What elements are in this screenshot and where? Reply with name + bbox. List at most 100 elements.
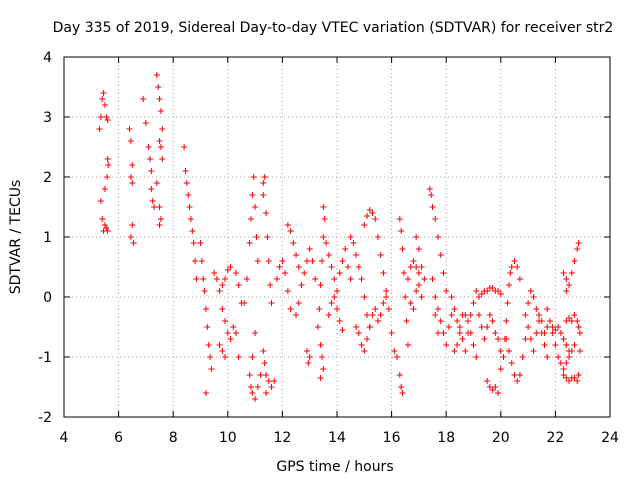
data-point — [418, 294, 425, 300]
data-point — [568, 270, 575, 276]
plot-frame — [63, 56, 611, 418]
data-point — [328, 264, 335, 270]
data-point — [222, 318, 229, 324]
data-point — [372, 216, 379, 222]
data-point — [153, 72, 160, 78]
data-point — [334, 306, 340, 312]
y-tick-label: 2 — [43, 170, 52, 186]
data-point — [566, 315, 573, 321]
data-point — [574, 378, 581, 384]
data-point — [205, 342, 212, 348]
data-point — [252, 330, 259, 336]
x-tick-label: 4 — [60, 430, 69, 446]
data-point — [96, 126, 103, 132]
x-tick-label: 12 — [273, 430, 291, 446]
data-point — [495, 288, 502, 294]
data-point — [321, 216, 328, 222]
data-point — [305, 360, 312, 366]
chart-title: Day 335 of 2019, Sidereal Day-to-day VTE… — [53, 20, 614, 36]
data-point — [216, 288, 223, 294]
data-point — [415, 270, 422, 276]
y-tick-label: 4 — [43, 50, 52, 66]
data-point — [126, 126, 133, 132]
data-point — [183, 180, 190, 186]
data-point — [402, 294, 409, 300]
data-point — [197, 240, 204, 246]
data-point — [261, 360, 268, 366]
data-point — [336, 270, 343, 276]
data-point — [219, 282, 226, 288]
data-point — [295, 264, 302, 270]
data-point — [202, 390, 209, 396]
data-point — [156, 96, 163, 102]
data-point — [353, 252, 360, 258]
data-point — [241, 300, 248, 306]
data-point — [208, 366, 215, 372]
data-point — [484, 324, 491, 330]
data-point — [377, 252, 384, 258]
data-point — [320, 366, 327, 372]
data-point — [380, 300, 387, 306]
data-point — [293, 312, 300, 318]
data-point — [448, 294, 455, 300]
data-point — [508, 264, 515, 270]
data-point — [276, 264, 283, 270]
data-point — [475, 294, 482, 300]
data-point — [104, 228, 111, 234]
data-point — [235, 282, 242, 288]
data-point — [248, 384, 255, 390]
data-point — [219, 348, 226, 354]
data-point — [101, 186, 108, 192]
data-point — [372, 306, 379, 312]
data-point — [503, 336, 510, 342]
data-point — [514, 378, 521, 384]
data-point — [388, 330, 395, 336]
data-point — [101, 102, 108, 108]
data-point — [306, 246, 313, 252]
data-point — [421, 276, 428, 282]
data-point — [130, 240, 137, 246]
data-point — [323, 240, 330, 246]
data-point — [400, 270, 407, 276]
data-point — [103, 114, 110, 120]
data-point — [353, 324, 360, 330]
data-point — [575, 372, 582, 378]
data-point — [264, 234, 271, 240]
data-point — [157, 144, 164, 150]
data-point — [157, 216, 164, 222]
data-point — [374, 234, 381, 240]
data-point — [492, 330, 499, 336]
data-point — [103, 225, 110, 231]
data-point — [318, 258, 325, 264]
data-point — [339, 327, 346, 333]
data-point — [576, 348, 583, 354]
data-point — [522, 312, 529, 318]
data-point — [355, 330, 362, 336]
data-point — [249, 390, 256, 396]
data-point — [574, 318, 581, 324]
data-point — [287, 306, 294, 312]
data-point — [525, 300, 532, 306]
data-point — [317, 282, 324, 288]
data-point — [557, 360, 564, 366]
x-tick-label: 10 — [219, 430, 237, 446]
data-point — [295, 300, 302, 306]
data-point — [563, 288, 570, 294]
data-point — [355, 264, 362, 270]
data-point — [156, 138, 163, 144]
data-point — [538, 318, 545, 324]
data-point — [243, 276, 250, 282]
data-point — [440, 330, 447, 336]
data-point — [435, 330, 442, 336]
data-point — [552, 342, 559, 348]
data-point — [489, 285, 496, 291]
data-point — [230, 324, 237, 330]
data-point — [261, 174, 268, 180]
data-point — [320, 234, 327, 240]
data-point — [568, 318, 575, 324]
data-point — [481, 336, 488, 342]
data-point — [505, 282, 512, 288]
data-point — [511, 372, 518, 378]
data-point — [156, 222, 163, 228]
data-point — [314, 324, 321, 330]
